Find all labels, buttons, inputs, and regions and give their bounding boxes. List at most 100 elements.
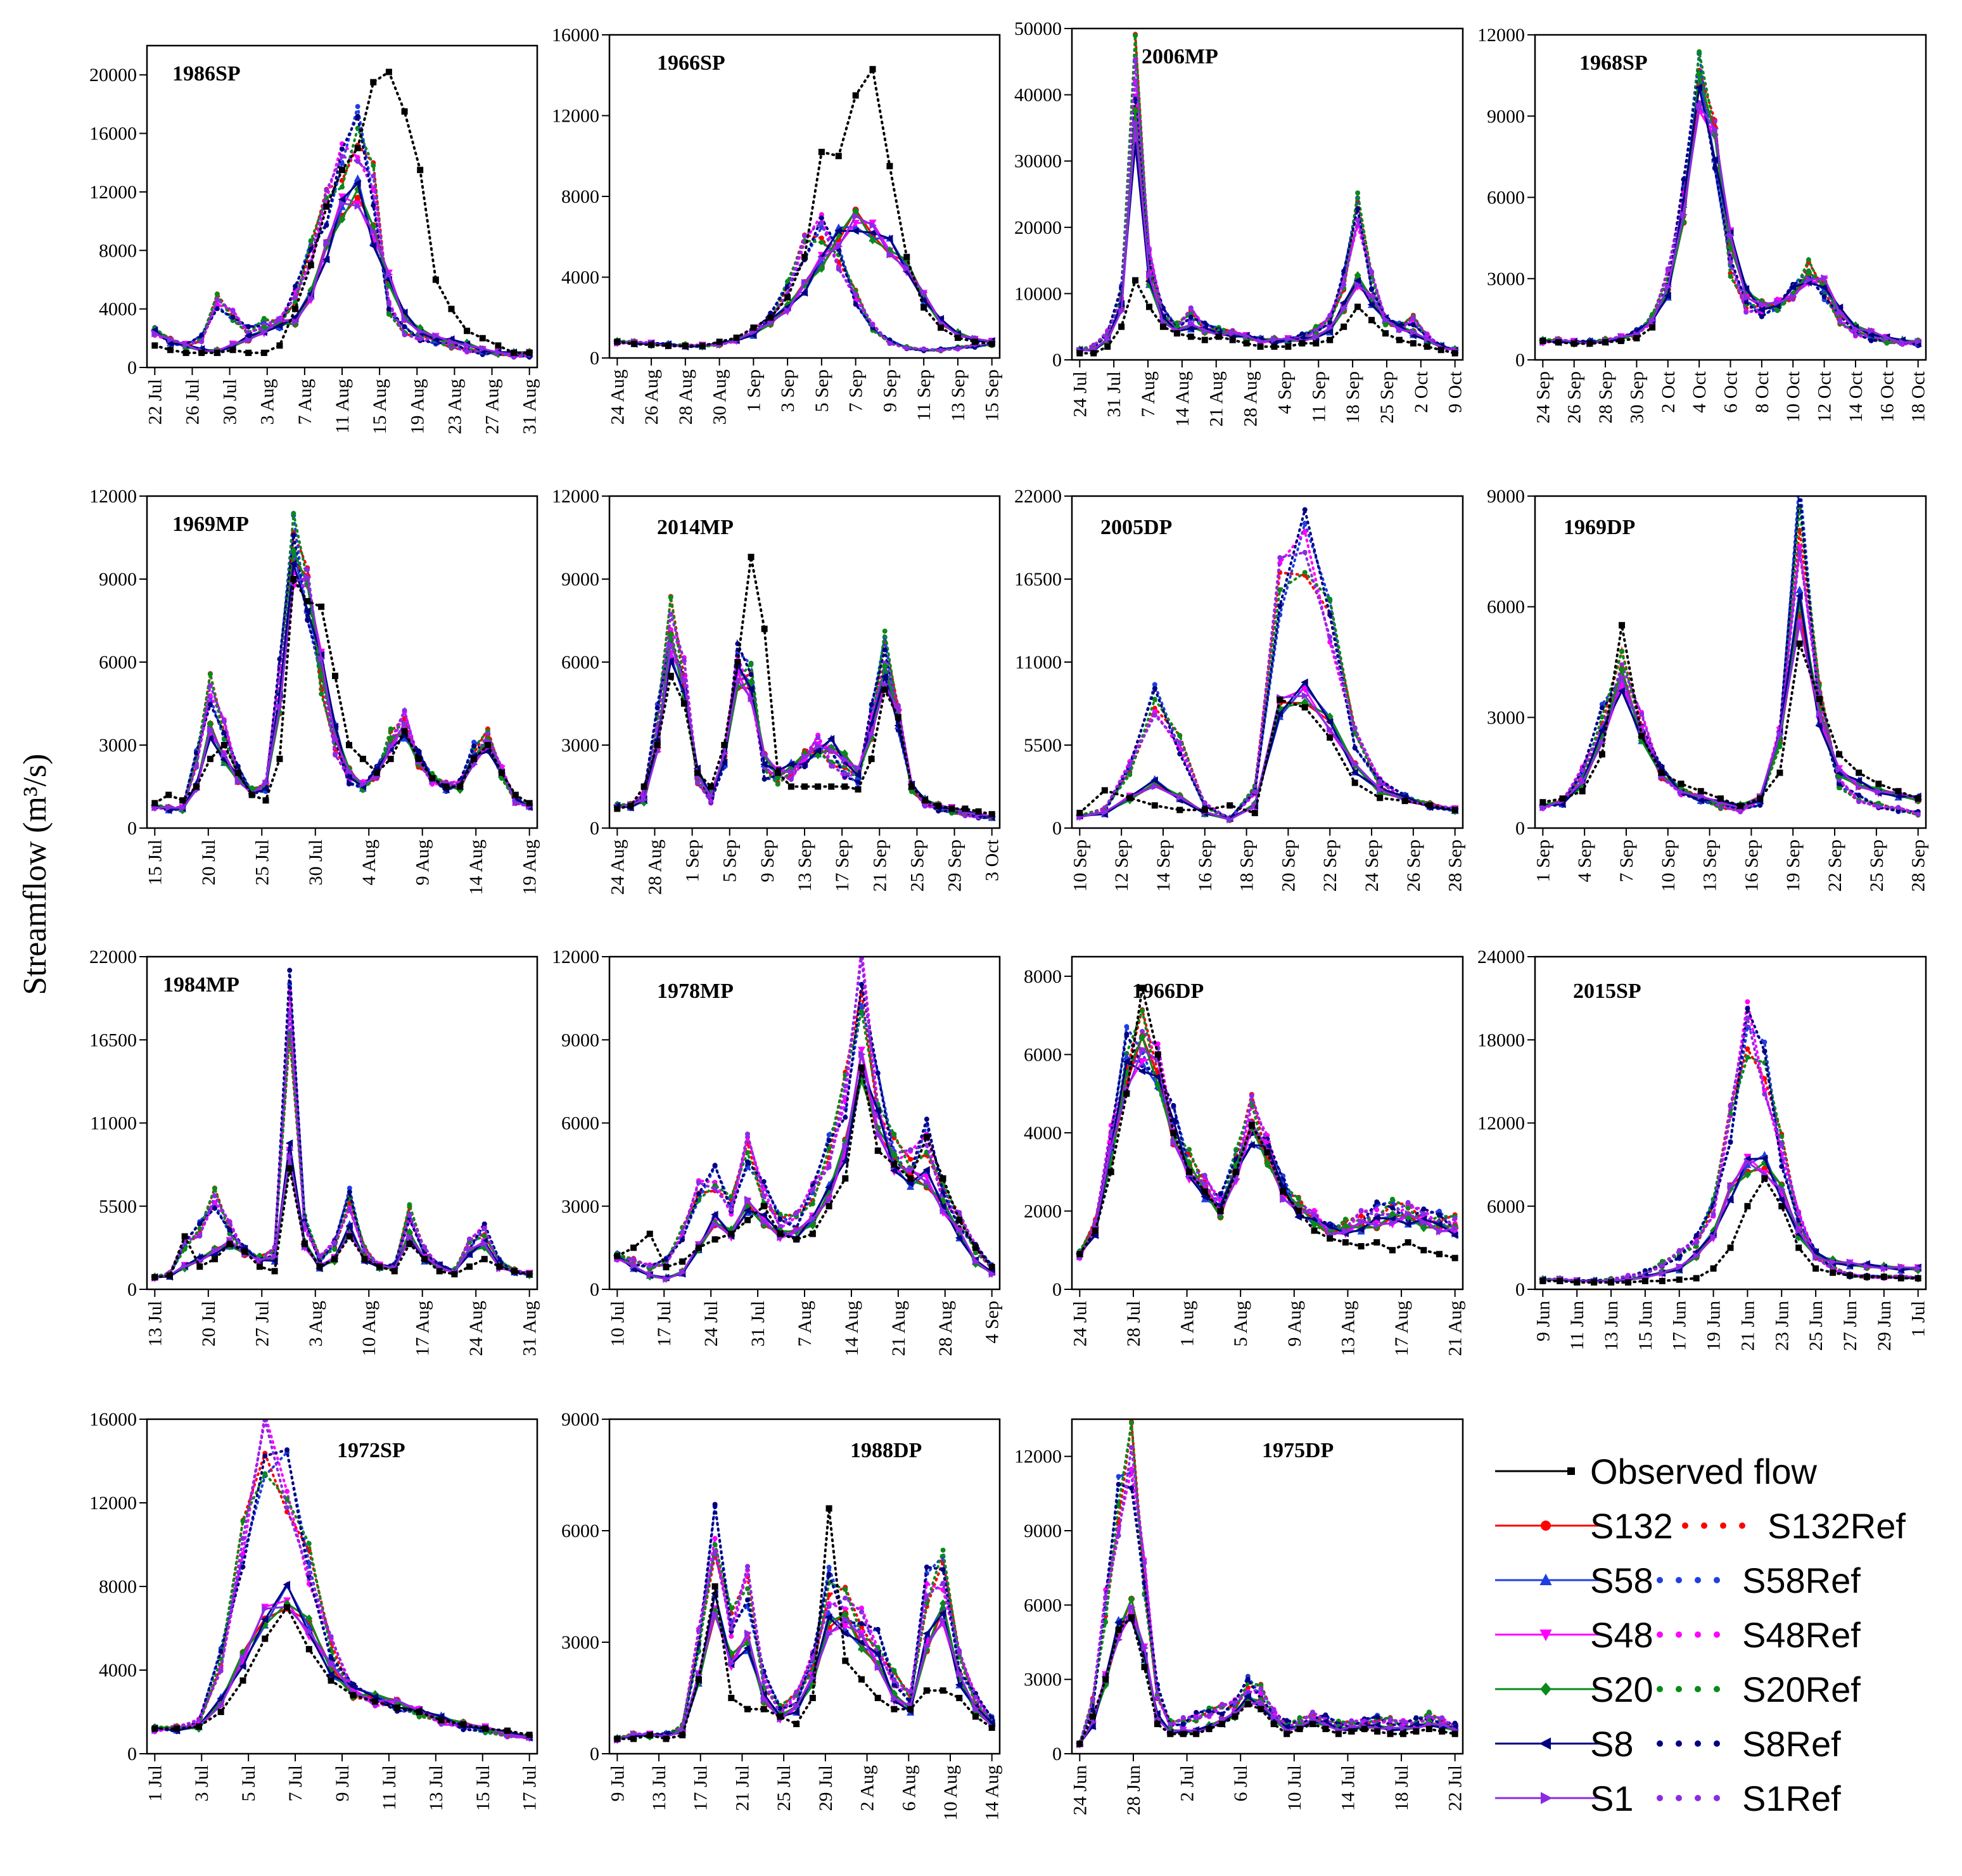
observed-flow-point — [391, 1268, 398, 1275]
x-tick-label: 9 Jun — [1532, 1301, 1553, 1341]
s1-point — [276, 703, 284, 711]
plot-area — [613, 65, 997, 354]
s1-point — [1664, 283, 1672, 291]
s1ref-point — [1302, 549, 1308, 555]
s58ref-point — [471, 739, 477, 745]
s1-point — [304, 573, 312, 582]
s58ref-point — [340, 160, 345, 166]
observed-flow-point — [460, 1721, 467, 1728]
observed-flow-point — [307, 262, 314, 269]
observed-flow-point — [787, 783, 794, 790]
s1ref-point — [802, 233, 807, 239]
observed-flow-point — [777, 1713, 784, 1720]
s8ref-point — [891, 1682, 897, 1688]
y-tick-label: 3000 — [561, 1632, 599, 1653]
s48ref-line — [153, 141, 531, 359]
x-tick-label: 24 Jul — [1069, 1301, 1090, 1347]
s8-point — [262, 785, 269, 793]
s1-point — [393, 1696, 402, 1704]
s58ref-point — [1797, 476, 1802, 481]
observed-flow-point — [828, 783, 835, 790]
s8-point — [1815, 722, 1823, 730]
s8-point — [414, 750, 422, 758]
x-tick-label: 11 Sep — [1308, 371, 1329, 423]
observed-flow-point — [988, 811, 995, 818]
s1-point — [1311, 1211, 1319, 1219]
observed-flow-point — [1186, 1168, 1193, 1175]
s1-line — [153, 576, 531, 809]
y-tick-label: 0 — [1052, 1744, 1062, 1764]
s58-point — [1795, 585, 1804, 593]
plot-area — [150, 967, 534, 1282]
x-tick-label: 19 Jun — [1704, 1301, 1724, 1351]
s8ref-point — [1693, 1232, 1699, 1238]
s1-point — [825, 1196, 834, 1204]
x-tick-label: 28 Aug — [675, 369, 696, 425]
observed-flow-point — [481, 1256, 488, 1263]
observed-flow-point — [1313, 340, 1320, 347]
s48-line — [1078, 134, 1456, 352]
s1ref-point — [324, 188, 329, 193]
observed-flow-point — [1354, 303, 1361, 310]
s20-point — [1131, 106, 1139, 115]
s20ref-point — [261, 316, 267, 321]
s1ref-point — [940, 1581, 946, 1586]
s1-point — [881, 680, 889, 689]
s20ref-point — [306, 1541, 312, 1547]
observed-flow-point — [956, 1216, 963, 1223]
s1ref-point — [908, 1688, 914, 1694]
observed-flow-point — [179, 797, 186, 804]
observed-flow-point — [1776, 769, 1783, 776]
x-tick-label: 19 Sep — [1783, 839, 1804, 892]
s20ref-point — [1599, 714, 1605, 720]
s1ref-point — [464, 348, 470, 354]
s1-point — [401, 720, 409, 728]
s1ref-point — [794, 1690, 799, 1695]
x-tick-label: 27 Aug — [482, 379, 503, 435]
s8ref-point — [207, 701, 213, 707]
s20ref-point — [1177, 733, 1183, 739]
observed-flow-point — [443, 783, 450, 790]
observed-flow-point — [630, 1244, 637, 1251]
observed-flow-point — [1451, 807, 1458, 814]
observed-flow-point — [256, 1263, 263, 1270]
s8ref-point — [471, 743, 477, 749]
s1ref-point — [1619, 662, 1625, 668]
observed-flow-point — [1539, 338, 1546, 345]
s1ref-point — [810, 1187, 815, 1192]
s8-point — [1558, 800, 1566, 808]
s8ref-point — [293, 283, 298, 289]
x-tick-label: 2 Oct — [1658, 371, 1679, 412]
s1-point — [1680, 210, 1688, 219]
s58-point — [354, 174, 362, 182]
observed-flow-line — [616, 65, 993, 347]
y-tick-label: 3000 — [1024, 1669, 1062, 1690]
s1ref-point — [305, 566, 310, 572]
x-tick-label: 21 Aug — [888, 1301, 909, 1356]
s1-point — [761, 750, 769, 758]
observed-flow-point — [1368, 317, 1375, 324]
s1-point — [760, 1218, 768, 1226]
s8ref-point — [761, 1178, 767, 1184]
s1-point — [1313, 333, 1320, 341]
observed-flow-point — [1327, 1235, 1334, 1242]
s1-point — [239, 1654, 247, 1662]
s1-point — [801, 279, 809, 287]
x-tick-label: 15 Jun — [1635, 1301, 1656, 1351]
s1ref-point — [417, 336, 423, 341]
x-tick-label: 28 Sep — [1908, 839, 1929, 892]
s8-point — [331, 722, 339, 731]
s8ref-point — [346, 781, 352, 787]
s1ref-point — [240, 1536, 246, 1541]
panel-title: 2015SP — [1573, 979, 1641, 1003]
s8ref-point — [1743, 299, 1749, 305]
observed-flow-point — [436, 1268, 443, 1275]
observed-flow-point — [733, 335, 740, 341]
s1-point — [1382, 316, 1390, 324]
observed-flow-point — [182, 349, 189, 356]
x-tick-label: 6 Aug — [898, 1765, 919, 1811]
s1-point — [1659, 1269, 1667, 1277]
s1-point — [679, 1268, 687, 1277]
